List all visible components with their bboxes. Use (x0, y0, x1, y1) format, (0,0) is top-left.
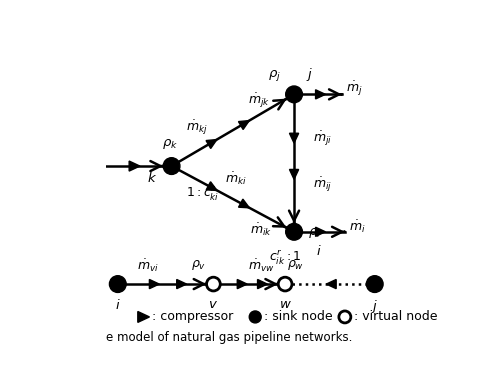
Polygon shape (316, 227, 325, 236)
Polygon shape (289, 170, 299, 179)
Circle shape (163, 158, 180, 175)
Text: $w$: $w$ (279, 298, 291, 312)
Polygon shape (326, 279, 336, 289)
Circle shape (249, 311, 261, 323)
Polygon shape (149, 279, 159, 289)
Text: $\dot{m}_{ik}$: $\dot{m}_{ik}$ (250, 221, 272, 238)
Text: $\rho_k$: $\rho_k$ (162, 137, 178, 151)
Text: $j$: $j$ (306, 66, 313, 83)
Polygon shape (257, 279, 267, 289)
Text: $\rho_w$: $\rho_w$ (286, 258, 304, 272)
Text: $\dot{m}_{vw}$: $\dot{m}_{vw}$ (248, 257, 274, 274)
Circle shape (110, 276, 126, 293)
Text: $\dot{m}_{ki}$: $\dot{m}_{ki}$ (225, 171, 247, 187)
Text: $\dot{m}_{vi}$: $\dot{m}_{vi}$ (137, 257, 159, 274)
Text: $1{:}c^r_{ki}$: $1{:}c^r_{ki}$ (186, 185, 219, 203)
Text: $\dot{m}_{kj}$: $\dot{m}_{kj}$ (186, 118, 208, 137)
Circle shape (339, 311, 351, 323)
Text: $i$: $i$ (316, 244, 321, 258)
Polygon shape (206, 140, 217, 149)
Text: $\dot{m}_i$: $\dot{m}_i$ (349, 218, 366, 235)
Text: $\rho_j$: $\rho_j$ (267, 68, 280, 83)
Text: $\rho_v$: $\rho_v$ (191, 258, 206, 272)
Polygon shape (316, 90, 325, 99)
Polygon shape (138, 312, 149, 322)
Text: : sink node: : sink node (264, 310, 333, 324)
Polygon shape (177, 279, 187, 289)
Text: $\dot{m}_{ij}$: $\dot{m}_{ij}$ (313, 175, 333, 194)
Circle shape (207, 277, 220, 291)
Polygon shape (129, 161, 140, 171)
Text: $v$: $v$ (208, 298, 219, 312)
Text: $\dot{m}_j$: $\dot{m}_j$ (346, 80, 363, 98)
Text: $c^r_{ik}{:}1$: $c^r_{ik}{:}1$ (268, 249, 301, 267)
Text: $\dot{m}_{jk}$: $\dot{m}_{jk}$ (248, 92, 270, 110)
Text: $i$: $i$ (115, 298, 121, 312)
Polygon shape (239, 121, 249, 130)
Circle shape (286, 86, 302, 103)
Circle shape (286, 223, 302, 240)
Circle shape (367, 276, 383, 293)
Text: e model of natural gas pipeline networks.: e model of natural gas pipeline networks… (106, 331, 352, 345)
Polygon shape (239, 199, 249, 208)
Polygon shape (206, 182, 217, 191)
Text: $\rho_i$: $\rho_i$ (307, 226, 320, 240)
Polygon shape (289, 133, 299, 143)
Text: : virtual node: : virtual node (354, 310, 437, 324)
Text: : compressor: : compressor (152, 310, 234, 324)
Text: $k$: $k$ (147, 171, 157, 185)
Text: $j$: $j$ (371, 298, 378, 315)
Polygon shape (237, 279, 247, 289)
Circle shape (278, 277, 292, 291)
Text: $\dot{m}_{ji}$: $\dot{m}_{ji}$ (313, 130, 333, 148)
